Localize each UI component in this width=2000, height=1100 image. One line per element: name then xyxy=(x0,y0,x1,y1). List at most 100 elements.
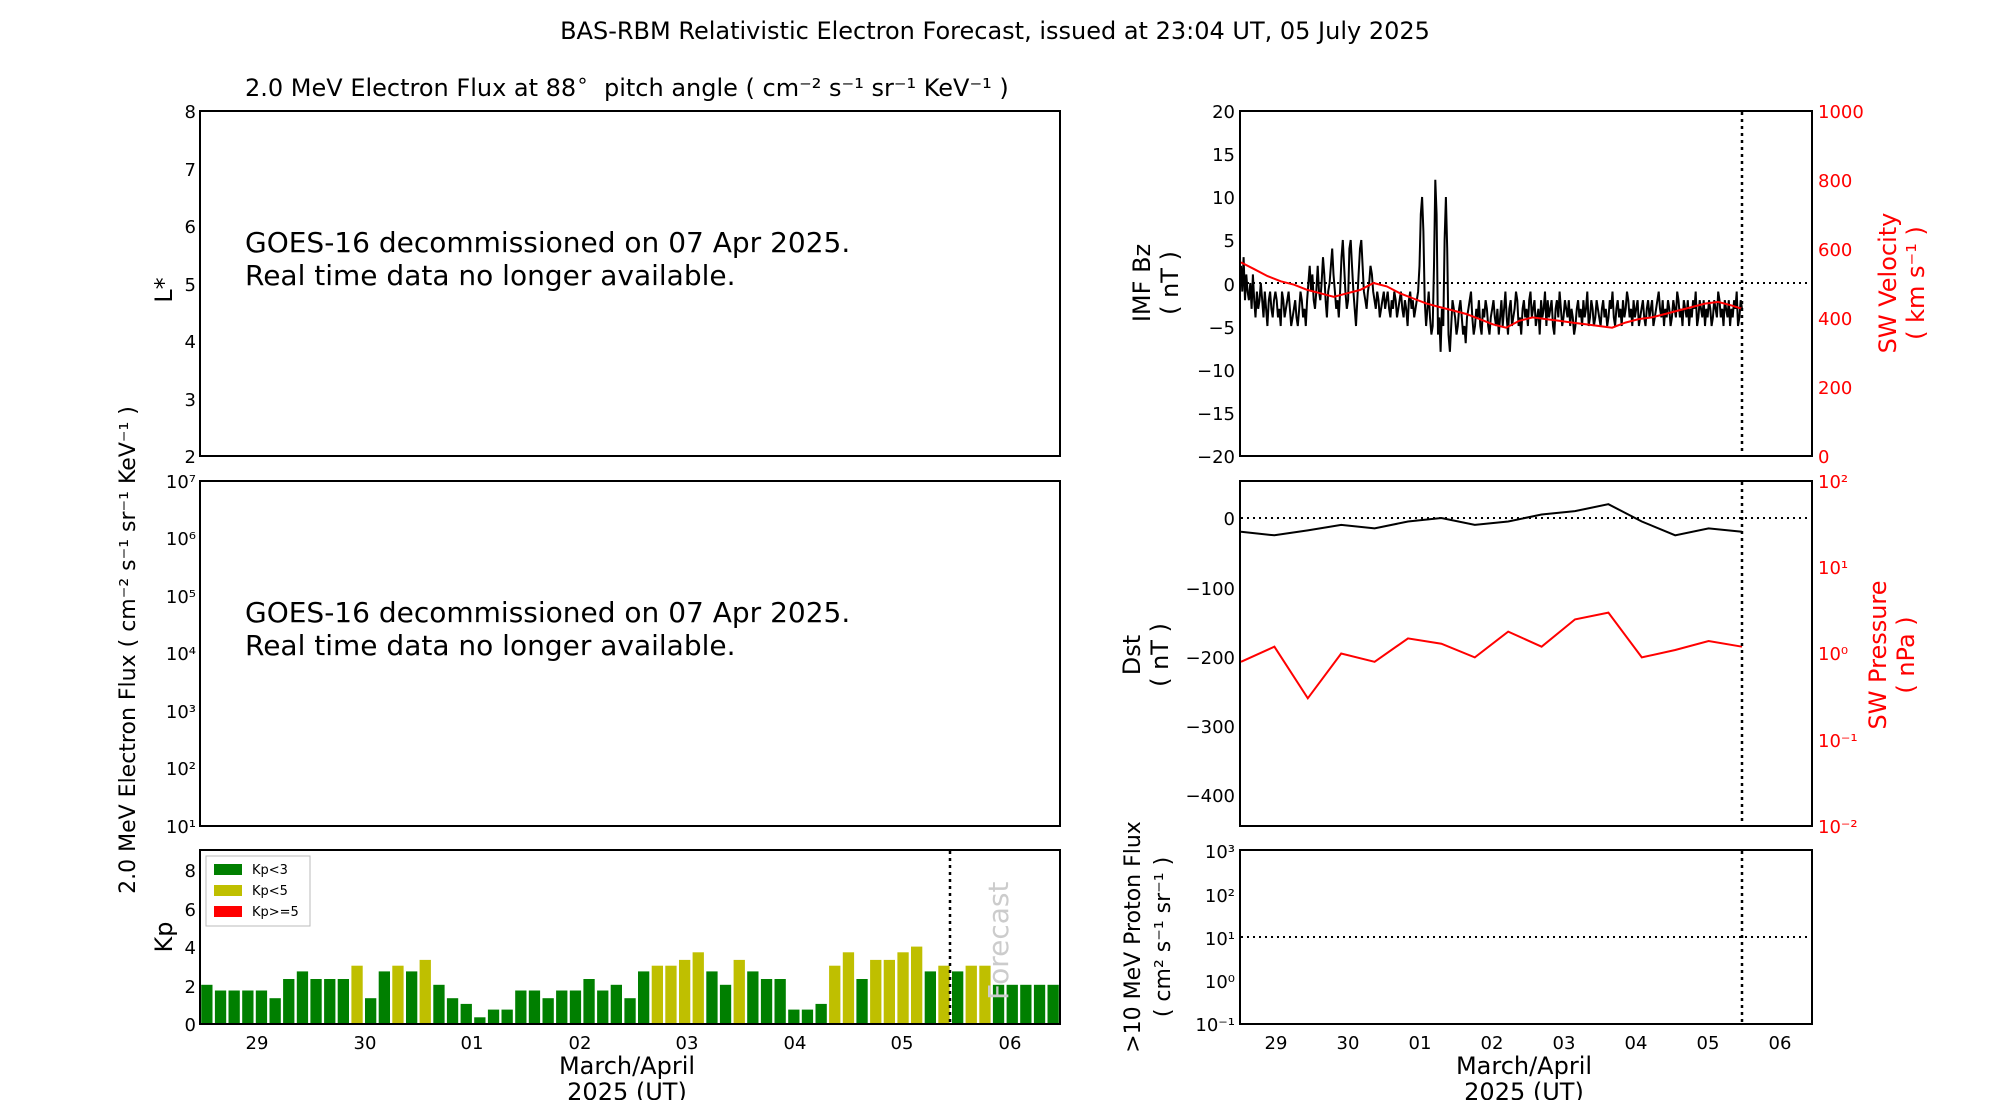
kp-bar xyxy=(1033,984,1046,1023)
electron-flux-ytick: 10⁶ xyxy=(166,529,196,550)
left-xtick: 02 xyxy=(569,1033,592,1054)
imf-ytick: 0 xyxy=(1224,275,1235,296)
lstar-ytick: 2 xyxy=(185,447,196,468)
notice-line: GOES-16 decommissioned on 07 Apr 2025. xyxy=(245,596,851,629)
left-xtick: 30 xyxy=(354,1033,377,1054)
flux-panel-title: 2.0 MeV Electron Flux at 88∘ pitch angle… xyxy=(245,68,1009,102)
kp-bar xyxy=(365,998,377,1023)
imf-panel-frame xyxy=(1239,110,1813,457)
kp-bar xyxy=(269,998,281,1023)
imf-ytick: 10 xyxy=(1212,188,1235,209)
proton-ylabel: >10 MeV Proton Flux xyxy=(1121,821,1146,1053)
dst-ytick: −200 xyxy=(1186,648,1235,669)
kp-bar xyxy=(883,959,895,1023)
left-xtick: 05 xyxy=(891,1033,914,1054)
sw-velocity-ylabel-units: ( km s⁻¹ ) xyxy=(1902,226,1930,340)
kp-bar xyxy=(515,990,527,1023)
kp-bar xyxy=(214,990,227,1023)
kp-bar xyxy=(842,952,855,1023)
kp-bar xyxy=(979,965,991,1023)
sw-pressure-ytick: 10² xyxy=(1818,472,1848,493)
kp-bar xyxy=(351,965,363,1023)
kp-bar xyxy=(501,1009,513,1023)
right-xtick: 02 xyxy=(1481,1033,1504,1054)
notice-line: Real time data no longer available. xyxy=(245,629,736,662)
kp-bar xyxy=(706,971,718,1023)
kp-legend-label: Kp<3 xyxy=(252,863,288,878)
imf-ytick: 15 xyxy=(1212,145,1235,166)
kp-bar xyxy=(487,1009,500,1023)
kp-bar xyxy=(597,990,609,1023)
kp-bar xyxy=(992,984,1005,1023)
right-xtick: 29 xyxy=(1265,1033,1288,1054)
kp-bar xyxy=(911,946,923,1023)
electron-flux-panel-frame xyxy=(199,480,1061,827)
electron-flux-ytick: 10³ xyxy=(166,702,196,723)
kp-ytick: 8 xyxy=(185,861,196,882)
electron-flux-ytick: 10⁵ xyxy=(166,587,196,608)
kp-bar xyxy=(870,959,882,1023)
kp-bar xyxy=(1020,984,1032,1023)
dst-ylabel-units: ( nT ) xyxy=(1146,623,1174,687)
electron-flux-ylabel: 2.0 MeV Electron Flux ( cm⁻² s⁻¹ sr⁻¹ Ke… xyxy=(116,406,141,894)
dst-ytick: −400 xyxy=(1186,786,1235,807)
kp-bar xyxy=(378,971,390,1023)
left-xtick: 04 xyxy=(784,1033,807,1054)
right-xlabel-line2: 2025 (UT) xyxy=(1464,1078,1584,1100)
kp-bar xyxy=(651,965,663,1023)
imf-bz-series xyxy=(1240,179,1743,352)
forecast-label: Forecast xyxy=(982,881,1015,1000)
kp-bar xyxy=(815,1003,827,1023)
imf-ylabel: IMF Bz xyxy=(1128,244,1156,322)
kp-bar xyxy=(679,959,691,1023)
kp-bar xyxy=(446,998,459,1023)
right-xtick: 30 xyxy=(1337,1033,1360,1054)
kp-ytick: 2 xyxy=(185,977,196,998)
kp-y-axis: 0 2 4 6 8 xyxy=(185,861,196,1036)
sw-velocity-series xyxy=(1240,261,1743,329)
kp-ytick: 0 xyxy=(185,1015,196,1036)
proton-ytick: 10¹ xyxy=(1205,929,1235,950)
dst-ytick: 0 xyxy=(1224,509,1235,530)
proton-ytick: 10³ xyxy=(1205,842,1235,863)
proton-panel-frame xyxy=(1239,849,1813,1025)
proton-y-axis: 10⁻¹ 10⁰ 10¹ 10² 10³ xyxy=(1195,842,1235,1036)
sw-velocity-ytick: 800 xyxy=(1818,171,1852,192)
dst-panel-frame xyxy=(1239,480,1813,827)
kp-bar xyxy=(556,990,568,1023)
kp-legend-swatch-low xyxy=(214,864,242,875)
kp-bar xyxy=(692,952,704,1023)
left-xlabel-line1: March/April xyxy=(559,1052,695,1080)
kp-legend-swatch-high xyxy=(214,906,242,917)
dst-ytick: −300 xyxy=(1186,717,1235,738)
imf-ytick: −5 xyxy=(1208,318,1235,339)
kp-bar xyxy=(296,971,309,1023)
lstar-y-axis: 2 3 4 5 6 7 8 xyxy=(185,102,196,468)
proton-ytick: 10⁰ xyxy=(1205,972,1235,993)
electron-flux-ytick: 10¹ xyxy=(166,817,196,838)
left-xtick: 06 xyxy=(999,1033,1022,1054)
sw-pressure-ytick: 10⁻¹ xyxy=(1818,731,1858,752)
lstar-ytick: 4 xyxy=(185,332,196,353)
sw-velocity-ytick: 0 xyxy=(1818,447,1829,468)
imf-ytick: 20 xyxy=(1212,102,1235,123)
electron-flux-ytick: 10⁴ xyxy=(166,644,196,665)
lstar-ytick: 6 xyxy=(185,217,196,238)
kp-panel-frame xyxy=(199,849,1061,1025)
kp-bar xyxy=(474,1017,486,1023)
kp-bar xyxy=(419,959,431,1023)
kp-bar xyxy=(938,965,950,1023)
kp-bar xyxy=(337,979,349,1023)
kp-bar xyxy=(433,984,445,1023)
electron-flux-notice: GOES-16 decommissioned on 07 Apr 2025. R… xyxy=(245,596,850,662)
kp-bar xyxy=(460,1003,472,1023)
kp-bar xyxy=(829,965,841,1023)
kp-bar xyxy=(801,1009,814,1023)
sw-velocity-ytick: 600 xyxy=(1818,240,1852,261)
kp-bar xyxy=(583,979,595,1023)
kp-bar xyxy=(760,979,773,1023)
proton-ytick: 10⁻¹ xyxy=(1195,1015,1235,1036)
lstar-ytick: 7 xyxy=(185,160,196,181)
kp-bar xyxy=(719,984,732,1023)
